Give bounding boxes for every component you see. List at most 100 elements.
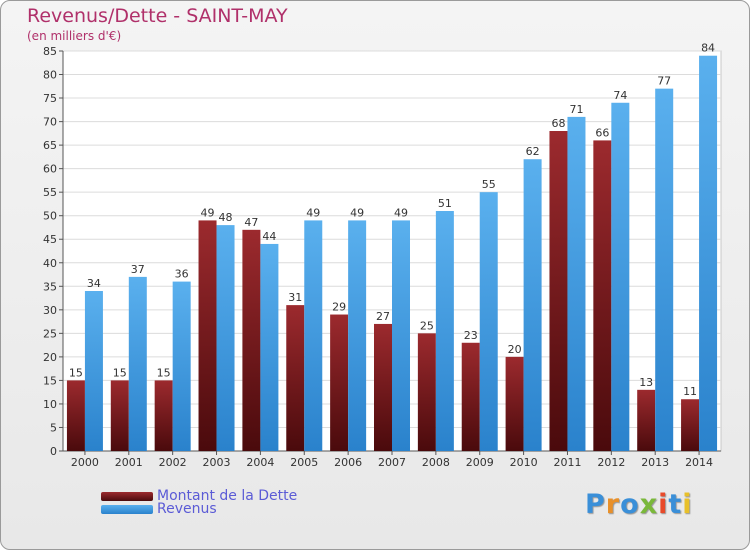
data-label-dette: 15 — [69, 366, 83, 379]
y-tick-label: 5 — [50, 421, 57, 434]
data-label-revenus: 71 — [569, 103, 583, 116]
legend-swatch-revenus — [101, 504, 153, 514]
bar-dette — [461, 342, 480, 451]
bar-revenus — [611, 102, 630, 451]
bar-revenus — [260, 243, 279, 451]
x-tick-label: 2007 — [378, 456, 406, 469]
bar-dette — [330, 314, 349, 451]
bar-dette — [681, 399, 700, 451]
x-tick-label: 2009 — [466, 456, 494, 469]
x-tick-label: 2005 — [290, 456, 318, 469]
legend-item-dette: Montant de la Dette — [101, 488, 297, 504]
x-tick-label: 2000 — [71, 456, 99, 469]
data-label-dette: 47 — [244, 216, 258, 229]
bar-revenus — [435, 211, 454, 451]
legend-label-revenus: Revenus — [157, 501, 217, 517]
x-tick-label: 2006 — [334, 456, 362, 469]
data-label-revenus: 55 — [482, 178, 496, 191]
data-label-dette: 49 — [201, 206, 215, 219]
x-tick-label: 2003 — [203, 456, 231, 469]
y-tick-label: 25 — [43, 327, 57, 340]
y-tick-label: 45 — [43, 233, 57, 246]
bar-dette — [549, 131, 568, 451]
data-label-dette: 15 — [157, 366, 171, 379]
y-tick-label: 0 — [50, 445, 57, 458]
y-tick-label: 85 — [43, 45, 57, 58]
data-label-dette: 29 — [332, 301, 346, 314]
logo-letter: i — [682, 489, 693, 520]
proxiti-logo: Proxiti — [585, 489, 693, 520]
data-label-dette: 27 — [376, 310, 390, 323]
chart-subtitle: (en milliers d'€) — [27, 29, 122, 43]
data-label-dette: 31 — [288, 291, 302, 304]
x-tick-label: 2001 — [115, 456, 143, 469]
bar-revenus — [304, 220, 323, 451]
bar-dette — [198, 220, 217, 451]
bar-dette — [110, 380, 129, 451]
y-tick-label: 75 — [43, 92, 57, 105]
bar-revenus — [479, 192, 498, 452]
y-tick-label: 55 — [43, 186, 57, 199]
x-tick-label: 2004 — [246, 456, 274, 469]
data-label-dette: 11 — [683, 385, 697, 398]
bar-revenus — [567, 116, 586, 451]
bar-revenus — [216, 225, 235, 451]
data-label-revenus: 44 — [262, 230, 276, 243]
bar-dette — [417, 333, 436, 451]
bar-dette — [593, 140, 612, 452]
data-label-revenus: 48 — [219, 211, 233, 224]
data-label-revenus: 51 — [438, 197, 452, 210]
data-label-revenus: 62 — [526, 145, 540, 158]
x-tick-label: 2008 — [422, 456, 450, 469]
bar-dette — [505, 356, 524, 451]
x-tick-label: 2010 — [510, 456, 538, 469]
bar-revenus — [348, 220, 367, 451]
bar-revenus — [84, 291, 103, 451]
logo-letter: i — [658, 489, 669, 520]
bar-dette — [637, 389, 656, 451]
bar-dette — [286, 305, 305, 451]
data-label-revenus: 49 — [394, 206, 408, 219]
y-tick-label: 20 — [43, 351, 57, 364]
legend-swatch-dette — [101, 491, 153, 501]
logo-letter: o — [620, 489, 640, 520]
bar-dette — [242, 229, 261, 451]
bar-revenus — [128, 276, 147, 451]
logo-letter: x — [639, 489, 659, 520]
bar-dette — [374, 323, 392, 451]
data-label-revenus: 34 — [87, 277, 101, 290]
logo-letter: P — [585, 489, 606, 520]
y-tick-label: 30 — [43, 304, 57, 317]
data-label-revenus: 36 — [175, 268, 189, 281]
y-tick-label: 50 — [43, 210, 57, 223]
data-label-revenus: 77 — [657, 75, 671, 88]
data-label-revenus: 37 — [131, 263, 145, 276]
data-label-revenus: 49 — [306, 206, 320, 219]
x-tick-label: 2002 — [159, 456, 187, 469]
x-tick-label: 2011 — [553, 456, 581, 469]
bar-revenus — [523, 159, 542, 451]
data-label-dette: 20 — [508, 343, 522, 356]
bar-revenus — [392, 220, 410, 451]
data-label-revenus: 84 — [701, 42, 715, 55]
y-tick-label: 40 — [43, 257, 57, 270]
logo-letter: r — [605, 489, 621, 520]
y-tick-label: 15 — [43, 374, 57, 387]
data-label-revenus: 49 — [350, 206, 364, 219]
y-tick-label: 60 — [43, 163, 57, 176]
bar-revenus — [655, 88, 674, 451]
bar-dette — [154, 380, 173, 451]
y-tick-label: 35 — [43, 280, 57, 293]
bar-revenus — [172, 281, 191, 451]
data-label-dette: 25 — [420, 319, 434, 332]
data-label-dette: 15 — [113, 366, 127, 379]
data-label-dette: 66 — [595, 126, 609, 139]
x-tick-label: 2013 — [641, 456, 669, 469]
data-label-revenus: 74 — [613, 89, 627, 102]
data-label-dette: 23 — [464, 329, 478, 342]
y-tick-label: 70 — [43, 116, 57, 129]
data-label-dette: 13 — [639, 376, 653, 389]
data-label-dette: 68 — [551, 117, 565, 130]
